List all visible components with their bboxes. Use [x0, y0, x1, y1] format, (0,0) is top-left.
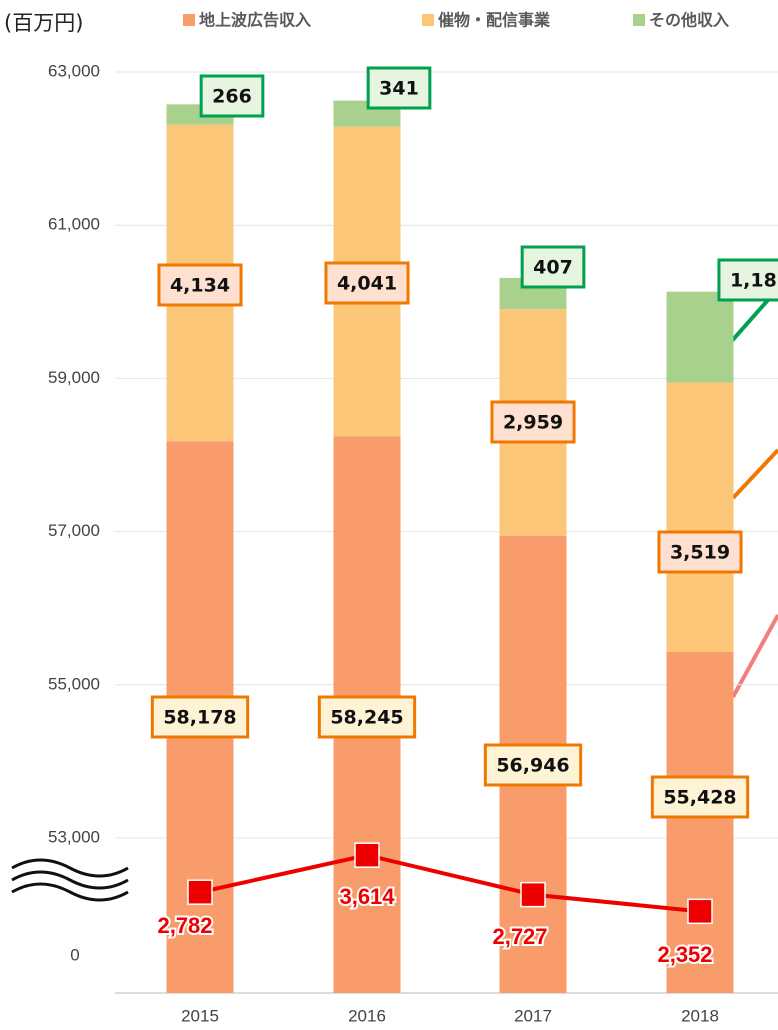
line	[199, 853, 701, 914]
line-marker	[520, 881, 546, 908]
value-label-box	[650, 775, 750, 819]
legend-label: その他収入	[649, 11, 729, 30]
legend-label: 催物・配信事業	[438, 11, 551, 30]
x-tick-label: 2015	[181, 1006, 219, 1025]
value-label-box	[317, 695, 417, 739]
value-label: 407	[533, 257, 573, 279]
bar-segment	[666, 382, 734, 653]
value-label-box	[490, 400, 576, 444]
value-label-box	[657, 530, 743, 574]
value-label-box	[483, 743, 583, 787]
bar-segment	[666, 652, 734, 993]
axis-break	[11, 858, 129, 902]
y-tick-label: 63,000	[48, 61, 100, 80]
x-tick-label: 2017	[514, 1006, 552, 1025]
y-tick-label: 61,000	[48, 215, 100, 234]
line-value-label: 2,727	[492, 924, 547, 949]
value-label-box	[366, 66, 432, 110]
value-label: 3,519	[670, 542, 730, 564]
y-tick-label: 0	[70, 945, 79, 964]
legend-swatch	[422, 14, 434, 26]
bar-segment	[666, 291, 734, 383]
y-tick-label: 53,000	[48, 827, 100, 846]
value-label: 55,428	[663, 787, 736, 809]
value-label-box	[199, 74, 265, 118]
value-label: 56,946	[496, 755, 569, 777]
value-label: 1,185	[730, 270, 778, 292]
value-label-box	[520, 245, 586, 289]
y-tick-label: 57,000	[48, 521, 100, 540]
legend-swatch	[633, 14, 645, 26]
line-value-label: 3,614	[339, 884, 395, 909]
value-label-box	[157, 263, 243, 307]
line-marker	[687, 898, 713, 925]
value-label-box	[717, 258, 778, 302]
value-label: 58,178	[163, 707, 236, 729]
value-label: 4,041	[337, 273, 397, 295]
value-label: 2,959	[503, 412, 563, 434]
line-marker	[354, 842, 380, 868]
value-label: 58,245	[330, 707, 403, 729]
line-value-label: 2,352	[657, 942, 712, 967]
x-tick-label: 2018	[681, 1006, 719, 1025]
line-value-label: 2,782	[157, 913, 212, 938]
value-label: 4,134	[170, 275, 230, 297]
y-tick-label: 59,000	[48, 368, 100, 387]
value-label-box	[150, 695, 250, 739]
unit-label: (百万円)	[4, 11, 83, 35]
leader-lines	[728, 298, 778, 698]
x-tick-label: 2016	[348, 1006, 386, 1025]
legend-swatch	[183, 14, 195, 26]
value-label: 266	[212, 86, 252, 108]
y-tick-label: 55,000	[48, 674, 100, 693]
legend-label: 地上波広告収入	[199, 11, 311, 30]
value-label: 341	[379, 78, 419, 100]
line-marker	[187, 879, 213, 905]
value-label-box	[324, 261, 410, 305]
